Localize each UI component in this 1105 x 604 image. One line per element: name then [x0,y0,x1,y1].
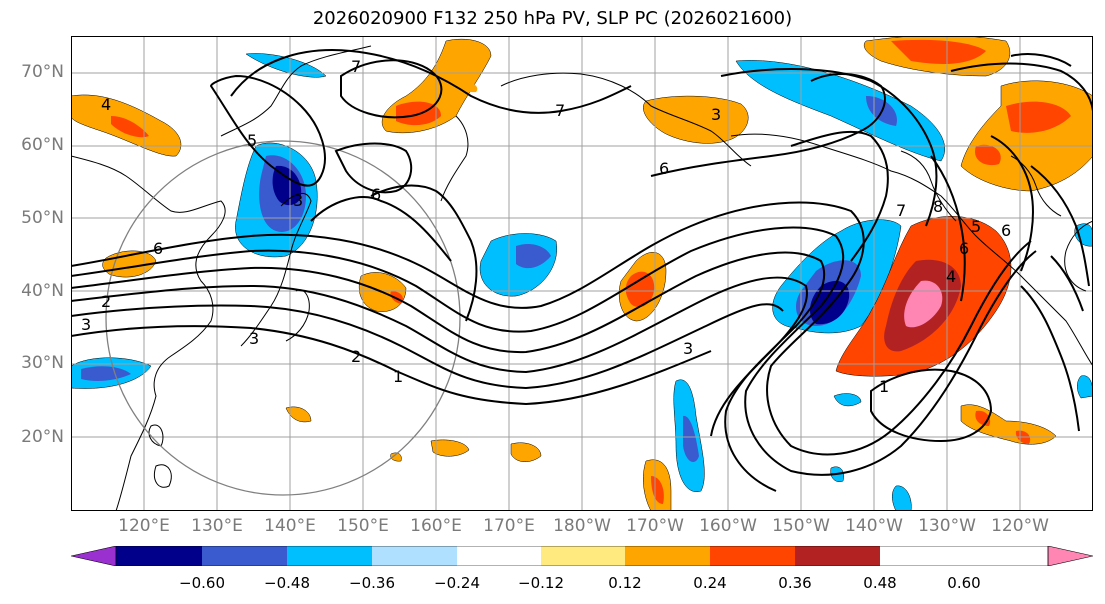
contour-label: 3 [711,105,721,124]
pv-positive-shading [71,36,1093,511]
contour-label: 7 [351,57,361,76]
colorbar-tick: −0.60 [179,574,225,592]
colorbar-tick: 0.36 [778,574,812,592]
colorbar-swatch [457,546,541,566]
lon-label: 170°W [626,516,684,536]
colorbar-tick: −0.48 [264,574,310,592]
lat-label: 70°N [21,62,64,82]
lat-label: 40°N [21,281,64,301]
lon-label: 170°E [483,516,535,536]
range-circle [105,140,461,496]
colorbar-extend-low [71,546,117,566]
lon-label: 150°E [337,516,389,536]
contour-label: 6 [659,159,669,178]
contour-label: 1 [879,377,889,396]
lat-label: 30°N [21,353,64,373]
lat-label: 60°N [21,135,64,155]
contour-label: 6 [959,239,969,258]
contour-label: 6 [153,239,163,258]
colorbar-tick: −0.24 [434,574,480,592]
contour-label: 1 [393,367,403,386]
pv-slp-map: 7 4 5 3 6 2 3 6 3 2 1 7 3 6 3 7 8 6 5 4 … [71,36,1093,511]
contour-label: 3 [293,191,303,210]
lon-label: 180°W [553,516,611,536]
contour-label: 3 [683,339,693,358]
slp-contours [71,49,1093,492]
colorbar-tick: 0.12 [608,574,642,592]
map-frame [71,36,1093,511]
lon-label: 160°W [699,516,757,536]
colorbar-extend-high [1047,546,1093,566]
colorbar-tick: 0.60 [947,574,981,592]
contour-label: 7 [896,201,906,220]
lat-label: 50°N [21,208,64,228]
colorbar-svg [71,546,1093,566]
contour-label: 3 [249,329,259,348]
contour-label: 6 [371,185,381,204]
contour-label: 4 [101,95,111,114]
contour-label: 7 [555,101,565,120]
contour-label: 6 [1001,221,1011,240]
contour-label: 5 [247,131,257,150]
colorbar [71,546,1093,566]
contour-label: 2 [351,347,361,366]
colorbar-swatch [372,546,457,566]
colorbar-swatch [116,546,202,566]
colorbar-swatch [287,546,372,566]
colorbar-swatch [625,546,710,566]
graticule [71,36,1093,511]
map-title: 2026020900 F132 250 hPa PV, SLP PC (2026… [312,8,793,29]
contour-label: 2 [101,292,111,311]
lon-label: 140°E [264,516,316,536]
lon-label: 140°W [845,516,903,536]
colorbar-tick: 0.48 [863,574,897,592]
map-panel: 7 4 5 3 6 2 3 6 3 2 1 7 3 6 3 7 8 6 5 4 … [71,36,1093,511]
contour-label: 3 [81,315,91,334]
colorbar-swatch [541,546,625,566]
colorbar-tick: −0.12 [518,574,564,592]
colorbar-swatch [710,546,795,566]
colorbar-swatch [795,546,880,566]
lon-label: 130°W [918,516,976,536]
lat-label: 20°N [21,427,64,447]
slp-contour-labels: 7 4 5 3 6 2 3 6 3 2 1 7 3 6 3 7 8 6 5 4 … [81,57,1011,396]
lon-label: 160°E [410,516,462,536]
lon-label: 120°E [118,516,170,536]
contour-label: 5 [971,217,981,236]
lon-label: 130°E [191,516,243,536]
lon-label: 120°W [991,516,1049,536]
colorbar-tick: −0.36 [349,574,395,592]
contour-label: 4 [946,267,956,286]
contour-label: 8 [933,197,943,216]
colorbar-swatch [202,546,287,566]
colorbar-tick: 0.24 [693,574,727,592]
lon-label: 150°W [772,516,830,536]
